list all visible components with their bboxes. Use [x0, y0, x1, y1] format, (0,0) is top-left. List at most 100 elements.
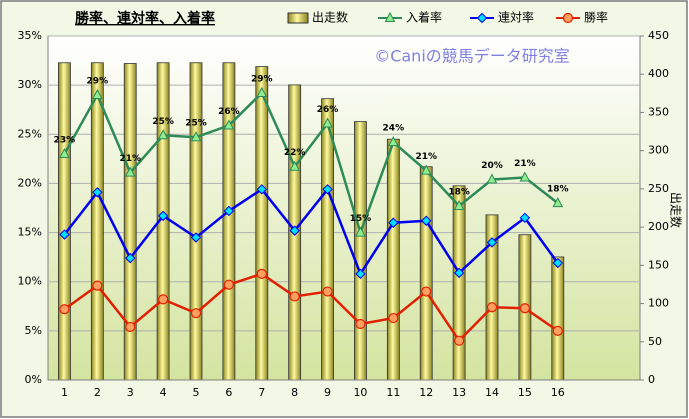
y2-tick-label: 300	[648, 144, 669, 157]
data-label: 20%	[481, 161, 503, 171]
data-label: 24%	[383, 124, 405, 134]
marker	[388, 312, 399, 324]
y2-axis-label: 出走数	[669, 192, 684, 228]
x-tick-label: 3	[127, 386, 134, 399]
marker	[476, 12, 488, 24]
marker	[355, 268, 366, 280]
marker	[384, 11, 396, 22]
marker	[125, 252, 136, 264]
marker	[552, 257, 563, 269]
marker	[322, 184, 333, 195]
y-tick-label: 30%	[18, 78, 42, 91]
marker	[289, 225, 300, 236]
marker	[322, 286, 333, 297]
marker	[190, 232, 202, 243]
y2-tick-label: 350	[648, 105, 669, 118]
x-tick-label: 1	[61, 386, 68, 399]
y-tick-label: 25%	[18, 127, 42, 140]
legend-label: 出走数	[312, 10, 348, 25]
bar	[123, 63, 137, 381]
data-label: 18%	[448, 188, 470, 198]
marker	[420, 164, 432, 175]
y2-tick-label: 100	[648, 297, 669, 310]
marker	[92, 88, 103, 99]
y-tick-label: 5%	[25, 324, 42, 337]
marker	[552, 197, 564, 208]
series	[59, 268, 563, 346]
data-label: 29%	[251, 75, 273, 85]
marker	[289, 291, 300, 302]
marker	[223, 279, 234, 290]
y-tick-label: 35%	[18, 29, 42, 42]
bar	[551, 256, 565, 381]
bar	[354, 121, 367, 381]
marker	[486, 173, 498, 184]
marker	[158, 294, 169, 305]
marker	[454, 335, 465, 346]
marker	[519, 212, 531, 224]
x-tick-label: 13	[452, 386, 466, 399]
line	[63, 90, 559, 237]
line	[63, 186, 559, 277]
marker	[421, 215, 432, 226]
x-tick-label: 6	[225, 386, 232, 399]
x-tick-label: 11	[386, 386, 400, 399]
data-label: 25%	[152, 117, 174, 127]
legend-label: 連対率	[498, 10, 534, 25]
x-tick-label: 16	[551, 386, 565, 399]
marker	[59, 229, 70, 240]
series	[59, 184, 563, 280]
marker	[355, 226, 366, 237]
y-tick-label: 0%	[25, 373, 42, 386]
marker	[355, 318, 366, 330]
legend-label: 入着率	[406, 10, 442, 25]
series: 23% 29% 21% 25% 25% 26% 29% 22% 26% 15% 24% 21% 18% 2…	[54, 75, 569, 237]
legend: 出走数 入着率 連対率 勝率	[287, 10, 608, 25]
marker	[552, 325, 563, 336]
y2-tick-label: 200	[648, 220, 669, 233]
x-tick-label: 12	[419, 386, 433, 399]
y2-tick-label: 400	[648, 67, 669, 80]
marker	[157, 210, 169, 222]
marker	[125, 321, 136, 333]
x-tick-label: 8	[291, 386, 298, 399]
marker	[486, 302, 498, 313]
bar	[90, 62, 104, 381]
marker	[256, 268, 267, 279]
x-tick-label: 2	[94, 386, 101, 399]
data-label: 25%	[185, 119, 207, 129]
data-label: 29%	[87, 76, 109, 86]
marker	[190, 308, 202, 319]
y2-tick-label: 150	[648, 258, 669, 271]
data-label: 26%	[218, 107, 240, 117]
data-label: 26%	[317, 105, 339, 115]
marker	[223, 119, 235, 130]
x-tick-label: 4	[160, 386, 167, 399]
bar	[386, 138, 400, 381]
marker	[453, 199, 465, 211]
marker	[388, 136, 399, 147]
y-tick-label: 15%	[18, 226, 42, 239]
x-tick-label: 7	[258, 386, 265, 399]
marker	[59, 147, 70, 158]
y2-tick-label: 50	[648, 335, 662, 348]
data-label: 21%	[415, 152, 437, 162]
data-label: 23%	[54, 135, 76, 145]
x-tick-label: 14	[485, 386, 499, 399]
y2-tick-label: 0	[648, 373, 655, 386]
x-tick-label: 9	[324, 386, 331, 399]
y2-tick-label: 250	[648, 182, 669, 195]
y-tick-label: 10%	[18, 275, 42, 288]
marker	[519, 303, 530, 314]
y-tick-label: 20%	[18, 176, 42, 189]
marker	[124, 166, 136, 177]
marker	[486, 237, 498, 248]
watermark: ©Caniの競馬データ研究室	[374, 47, 570, 66]
marker	[59, 304, 70, 315]
bar	[189, 62, 203, 381]
marker	[92, 187, 103, 198]
legend-label: 勝率	[584, 10, 608, 25]
bar	[255, 66, 269, 381]
x-tick-label: 10	[353, 386, 367, 399]
